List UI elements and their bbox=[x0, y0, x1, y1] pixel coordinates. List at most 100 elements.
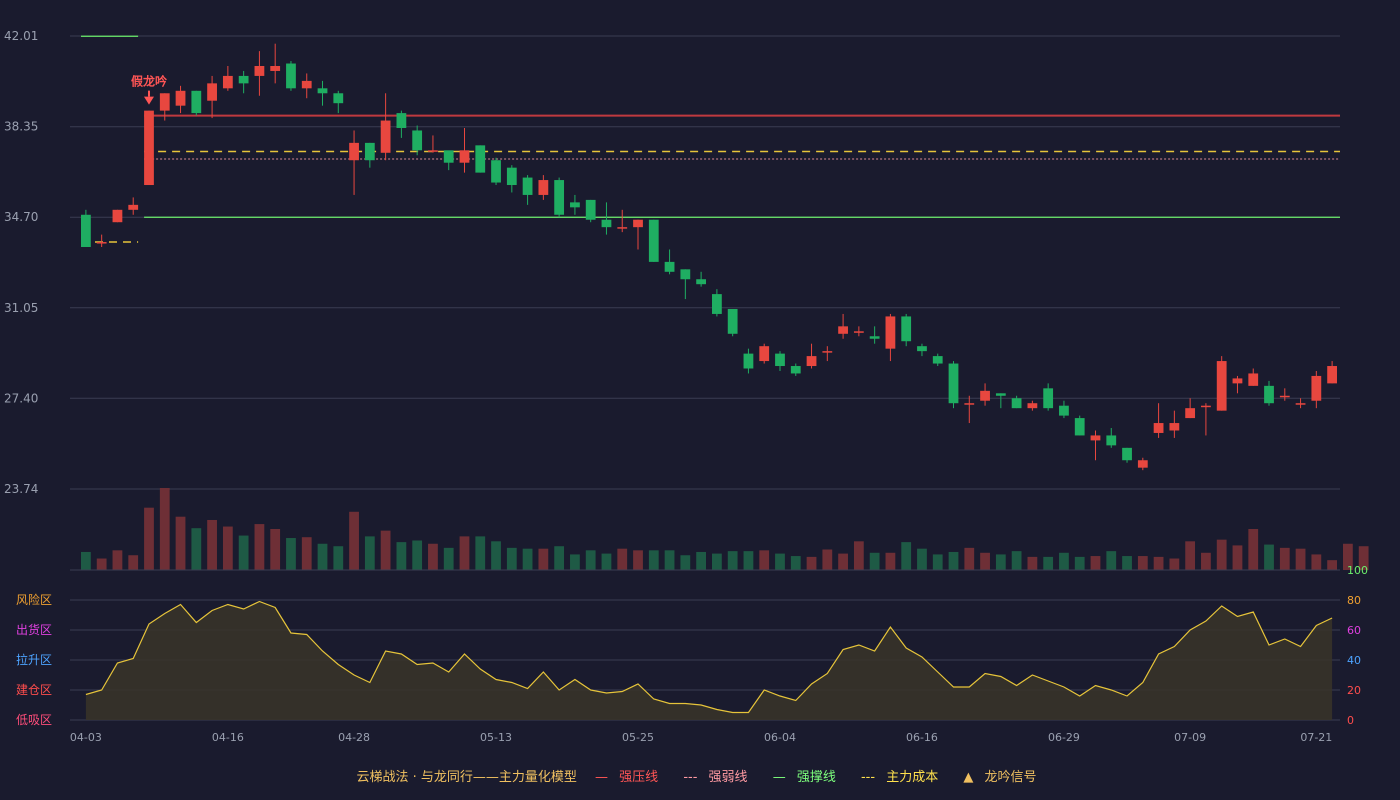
volume-bar bbox=[759, 550, 770, 570]
candle-body bbox=[412, 130, 423, 151]
candle-body bbox=[112, 209, 123, 223]
date-tick-label: 07-21 bbox=[1300, 731, 1332, 744]
volume-bar bbox=[711, 553, 722, 570]
volume-bar bbox=[664, 550, 675, 570]
legend-weak-line[interactable]: --- 强弱线 bbox=[683, 770, 748, 785]
candle-body bbox=[853, 331, 864, 333]
volume-bar bbox=[932, 554, 943, 570]
price-tick-label: 34.70 bbox=[4, 210, 38, 224]
candle-body bbox=[995, 393, 1006, 396]
osc-tick-label: 40 bbox=[1347, 654, 1361, 667]
candle-body bbox=[175, 90, 186, 106]
volume-bar bbox=[207, 519, 217, 570]
volume-bar bbox=[1043, 556, 1054, 570]
price-tick-label: 38.35 bbox=[4, 120, 38, 134]
candle-body bbox=[1027, 403, 1038, 409]
volume-bar bbox=[1358, 546, 1369, 570]
volume-bar bbox=[601, 553, 612, 570]
candle-body bbox=[775, 353, 785, 367]
volume-bar bbox=[1342, 543, 1353, 570]
candle-body bbox=[554, 180, 565, 215]
osc-tick-label: 0 bbox=[1347, 714, 1354, 727]
candle-body bbox=[364, 142, 375, 161]
candle-body bbox=[443, 150, 454, 163]
price-tick-label: 31.05 bbox=[4, 301, 38, 315]
volume-bar bbox=[317, 543, 328, 570]
volume-bar bbox=[238, 535, 249, 570]
osc-zone-label: 拉升区 bbox=[16, 652, 52, 667]
candle-body bbox=[869, 336, 880, 339]
volume-bar bbox=[696, 551, 707, 570]
volume-bar bbox=[159, 488, 170, 570]
candle-body bbox=[1248, 373, 1259, 386]
legend-signal[interactable]: ▲ 龙吟信号 bbox=[963, 770, 1037, 785]
volume-bar bbox=[885, 552, 896, 570]
candle-body bbox=[1216, 361, 1227, 411]
osc-tick-label: 60 bbox=[1347, 624, 1361, 637]
candle-body bbox=[1279, 395, 1290, 398]
osc-line bbox=[85, 600, 1333, 714]
volume-bar bbox=[349, 511, 359, 570]
candle-body bbox=[917, 346, 927, 352]
candle-body bbox=[759, 346, 770, 362]
signal-arrow-icon bbox=[143, 96, 154, 105]
volume-bar bbox=[806, 556, 817, 570]
candle-body bbox=[254, 66, 265, 76]
candle-body bbox=[1327, 366, 1338, 384]
volume-bar bbox=[743, 551, 754, 570]
candle-body bbox=[128, 204, 139, 210]
candle-body bbox=[333, 93, 344, 104]
volume-bar bbox=[727, 551, 738, 570]
legend-press-line[interactable]: — 强压线 bbox=[595, 770, 659, 785]
volume-bar bbox=[506, 547, 517, 570]
candle-body bbox=[1074, 418, 1085, 436]
volume-bar bbox=[175, 516, 186, 570]
legend-cost-line[interactable]: --- 主力成本 bbox=[860, 770, 939, 785]
legend-weak-label: 强弱线 bbox=[708, 770, 748, 785]
osc-tick-label: 80 bbox=[1347, 594, 1361, 607]
volume-bar bbox=[491, 541, 501, 570]
date-tick-label: 06-29 bbox=[1048, 731, 1080, 744]
candle-body bbox=[475, 145, 486, 173]
candle-body bbox=[570, 202, 580, 208]
osc-tick-label: 100 bbox=[1347, 564, 1368, 577]
price-tick-label: 27.40 bbox=[4, 391, 38, 405]
volume-bar bbox=[1153, 556, 1164, 570]
price-tick-label: 42.01 bbox=[4, 29, 38, 43]
candle-body bbox=[1090, 435, 1101, 441]
volume-bar bbox=[1169, 558, 1180, 570]
volume-bar bbox=[570, 554, 580, 570]
date-tick-label: 04-03 bbox=[70, 731, 102, 744]
volume-bar bbox=[648, 550, 659, 570]
volume-bar bbox=[222, 526, 233, 570]
date-tick-label: 06-16 bbox=[906, 731, 938, 744]
volume-bar bbox=[301, 537, 312, 570]
candle-body bbox=[948, 363, 959, 404]
signal-label: 假龙吟 bbox=[131, 74, 167, 89]
candle-body bbox=[301, 80, 312, 89]
osc-zone-label: 低吸区 bbox=[16, 713, 52, 727]
candle-body bbox=[96, 242, 107, 244]
candle-body bbox=[522, 177, 533, 195]
candle-body bbox=[664, 261, 675, 272]
legend-support-line[interactable]: — 强撑线 bbox=[772, 770, 836, 785]
volume-bar bbox=[1027, 556, 1038, 570]
volume-bar bbox=[286, 538, 296, 570]
legend-model-title[interactable]: 云梯战法 · 与龙同行——主力量化模型 bbox=[356, 770, 577, 785]
candle-body bbox=[506, 167, 517, 186]
volume-bar bbox=[475, 536, 486, 570]
candle-body bbox=[1137, 460, 1148, 468]
date-tick-label: 04-16 bbox=[212, 731, 244, 744]
candle-body bbox=[144, 110, 154, 186]
osc-tick-label: 20 bbox=[1347, 684, 1361, 697]
candle-body bbox=[207, 83, 217, 101]
candle-body bbox=[633, 219, 643, 228]
volume-bar bbox=[191, 528, 202, 570]
volume-bar bbox=[1074, 556, 1085, 570]
candle-body bbox=[838, 326, 848, 334]
candle-body bbox=[790, 366, 801, 374]
candle-body bbox=[380, 120, 391, 153]
volume-bar bbox=[459, 536, 470, 570]
volume-bar bbox=[333, 546, 344, 570]
candle-body bbox=[617, 227, 628, 229]
